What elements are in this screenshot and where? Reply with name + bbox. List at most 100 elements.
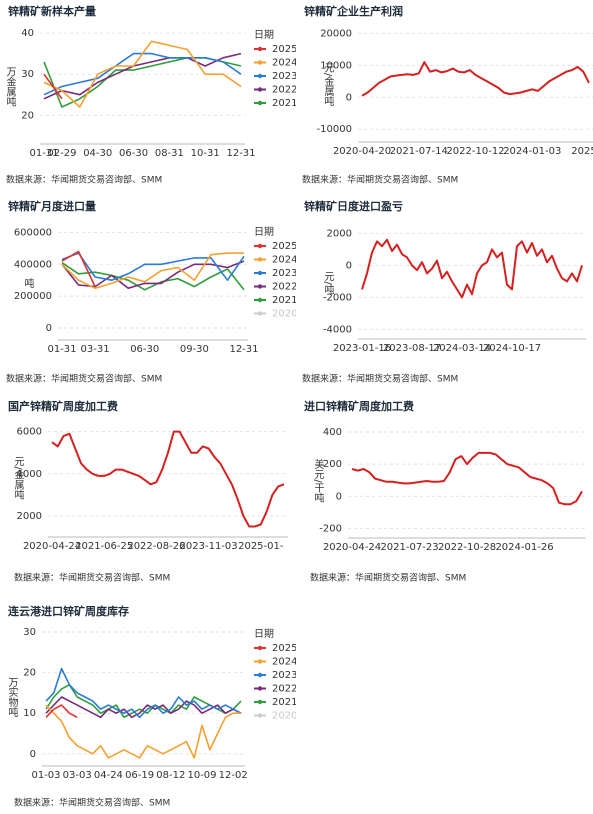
x-tick-label: 2023-11-03 — [180, 541, 238, 552]
y-tick-label: 30 — [21, 69, 34, 80]
legend-marker — [257, 659, 263, 664]
y-tick-label: 20000 — [320, 28, 352, 39]
x-tick-label: 2025-0 — [571, 146, 593, 157]
legend-marker — [257, 243, 263, 249]
x-tick-label: 2024-03-14 — [433, 343, 491, 354]
y-tick-label: 30 — [23, 627, 36, 638]
x-tick-label: 04-30 — [83, 148, 112, 159]
x-tick-label: 03-31 — [81, 344, 110, 355]
y-tick-label: 0 — [30, 749, 36, 760]
y-tick-label: -200 — [319, 523, 342, 534]
x-tick-label: 01-03 — [31, 770, 60, 781]
legend-marker — [257, 46, 263, 52]
x-tick-label: 2021-06-25 — [75, 541, 133, 552]
x-tick-label: 12-31 — [229, 344, 258, 355]
y-tick-label: 600000 — [14, 227, 52, 238]
source: 数据来源：华闻期货交易咨询部、SMM — [310, 572, 466, 584]
line — [43, 73, 63, 100]
legend-label: 2020 — [272, 711, 296, 722]
y-tick-label: 40 — [21, 28, 34, 39]
legend-marker — [257, 311, 263, 316]
y-tick-label: 10000 — [320, 60, 352, 71]
y-tick-label: -2000 — [323, 292, 352, 303]
y-tick-label: 4000 — [17, 469, 42, 480]
x-tick-label: 12-31 — [226, 148, 255, 159]
x-tick-label: 06-30 — [119, 148, 148, 159]
y-axis-label: 元/金属吨 — [322, 63, 334, 106]
y-axis-label: 元/吨 — [322, 271, 334, 294]
legend-marker — [257, 73, 263, 79]
line — [45, 696, 242, 719]
y-tick-label: 400 — [323, 427, 342, 438]
x-tick-label: 2021-07-14 — [390, 146, 448, 157]
x-tick-label: 10-31 — [191, 148, 220, 159]
source: 数据来源：华闻期货交易咨询部、SMM — [14, 797, 170, 809]
line — [43, 40, 242, 108]
legend-label: 2020 — [272, 309, 296, 320]
y-tick-label: 0 — [46, 323, 52, 334]
source: 数据来源：华闻期货交易咨询部、SMM — [302, 373, 458, 385]
legend-label: 2021 — [272, 697, 296, 708]
y-tick-label: -4000 — [323, 324, 352, 335]
y-axis-label: 万金属吨 — [4, 67, 16, 107]
legend-label: 2025 — [272, 44, 296, 55]
legend-marker — [257, 713, 263, 718]
chart-title: 进口锌精矿周度加工费 — [304, 399, 414, 413]
legend-marker — [257, 645, 263, 651]
y-axis-label: 美元/干吨 — [312, 458, 324, 503]
x-tick-label: 2024-01-03 — [503, 146, 561, 157]
chart-title: 锌精矿企业生产利润 — [304, 4, 403, 18]
y-tick-label: 6000 — [17, 427, 42, 438]
y-tick-label: 400000 — [14, 259, 52, 270]
x-tick-label: 01-31 — [47, 344, 76, 355]
x-tick-label: 2022-10-12 — [446, 146, 504, 157]
y-axis-label: 万实物吨 — [6, 677, 18, 717]
x-tick-label: 2020-04-24 — [323, 542, 381, 553]
legend-title: 日期 — [254, 226, 274, 238]
legend-label: 2024 — [272, 657, 296, 668]
legend-marker — [257, 100, 263, 106]
legend-label: 2022 — [272, 85, 296, 96]
legend-marker — [257, 87, 263, 92]
legend-label: 2022 — [272, 684, 296, 695]
x-tick-label: 09-30 — [180, 344, 209, 355]
legend-title: 日期 — [254, 628, 274, 640]
y-tick-label: -10000 — [317, 124, 352, 135]
legend-label: 2021 — [272, 98, 296, 109]
legend-marker — [257, 672, 263, 678]
x-tick-label: 2024-10-17 — [483, 343, 541, 354]
line — [45, 704, 241, 759]
x-tick-label: 08-12 — [156, 770, 185, 781]
y-tick-label: 0 — [336, 491, 342, 502]
x-tick-label: 2022-08-26 — [127, 541, 185, 552]
line — [361, 238, 583, 299]
line — [61, 252, 244, 289]
line — [45, 684, 242, 719]
line — [43, 57, 242, 108]
chart-title: 锌精矿月度进口量 — [8, 199, 96, 213]
x-tick-label: 03-03 — [63, 770, 92, 781]
source: 数据来源：华闻期货交易咨询部、SMM — [6, 174, 162, 186]
x-tick-label: 06-30 — [130, 344, 159, 355]
legend-label: 2025 — [272, 241, 296, 252]
y-tick-label: 20 — [21, 110, 34, 121]
y-tick-label: 0 — [346, 92, 352, 103]
chart-title: 锌精矿日度进口盈亏 — [304, 199, 403, 213]
legend-label: 2024 — [272, 255, 296, 266]
legend-label: 2024 — [272, 58, 296, 69]
line — [43, 52, 242, 100]
x-tick-label: 2023-08-17 — [383, 343, 441, 354]
legend-label: 2023 — [272, 670, 296, 681]
chart-title: 国产锌精矿周度加工费 — [8, 399, 118, 413]
chart-title: 连云港进口锌矿周度库存 — [8, 604, 129, 618]
legend-marker — [257, 297, 263, 303]
legend-marker — [257, 60, 263, 65]
x-tick-label: 04-24 — [94, 770, 123, 781]
